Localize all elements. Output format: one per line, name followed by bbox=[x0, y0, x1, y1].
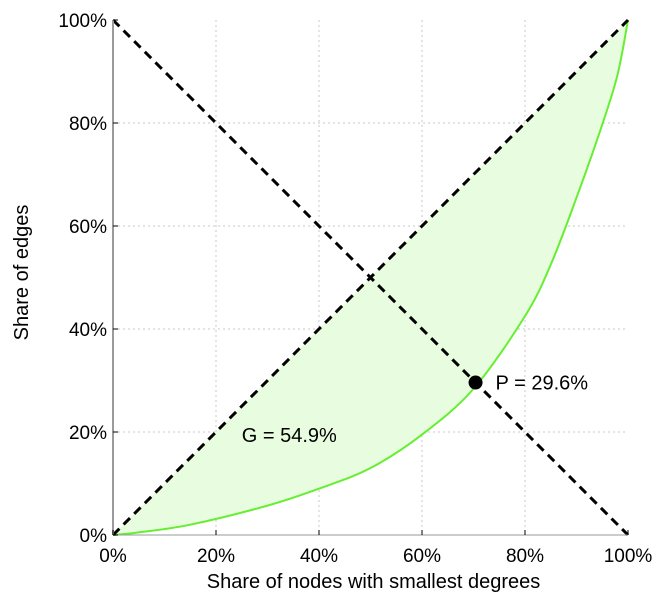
gini-annotation: G = 54.9% bbox=[242, 425, 337, 447]
y-tick-label: 60% bbox=[69, 217, 107, 238]
series-lines bbox=[111, 18, 630, 537]
lorenz-curve bbox=[112, 19, 629, 536]
point-p-label: P = 29.6% bbox=[496, 373, 589, 395]
tick-labels: 0% 20% 40% 60% 80% 100% 0% 20% 40% 60% 80% 100% bbox=[58, 11, 652, 567]
x-tick-label: 60% bbox=[403, 546, 441, 567]
x-tick-label: 40% bbox=[300, 546, 338, 567]
y-tick-label: 20% bbox=[69, 423, 107, 444]
y-tick-label: 0% bbox=[80, 526, 108, 547]
point-p-marker bbox=[468, 375, 483, 390]
y-tick-label: 100% bbox=[58, 11, 107, 32]
x-tick-label: 100% bbox=[604, 546, 653, 567]
dashed-reference-line bbox=[111, 18, 630, 537]
y-axis-label: Share of edges bbox=[11, 205, 33, 341]
axis-ticks bbox=[112, 19, 629, 536]
x-tick-label: 0% bbox=[99, 546, 127, 567]
y-tick-label: 40% bbox=[69, 320, 107, 341]
y-tick-label: 80% bbox=[69, 114, 107, 135]
x-tick-label: 80% bbox=[506, 546, 544, 567]
x-tick-label: 20% bbox=[197, 546, 235, 567]
grid bbox=[113, 20, 628, 535]
x-axis-label: Share of nodes with smallest degrees bbox=[207, 571, 541, 593]
